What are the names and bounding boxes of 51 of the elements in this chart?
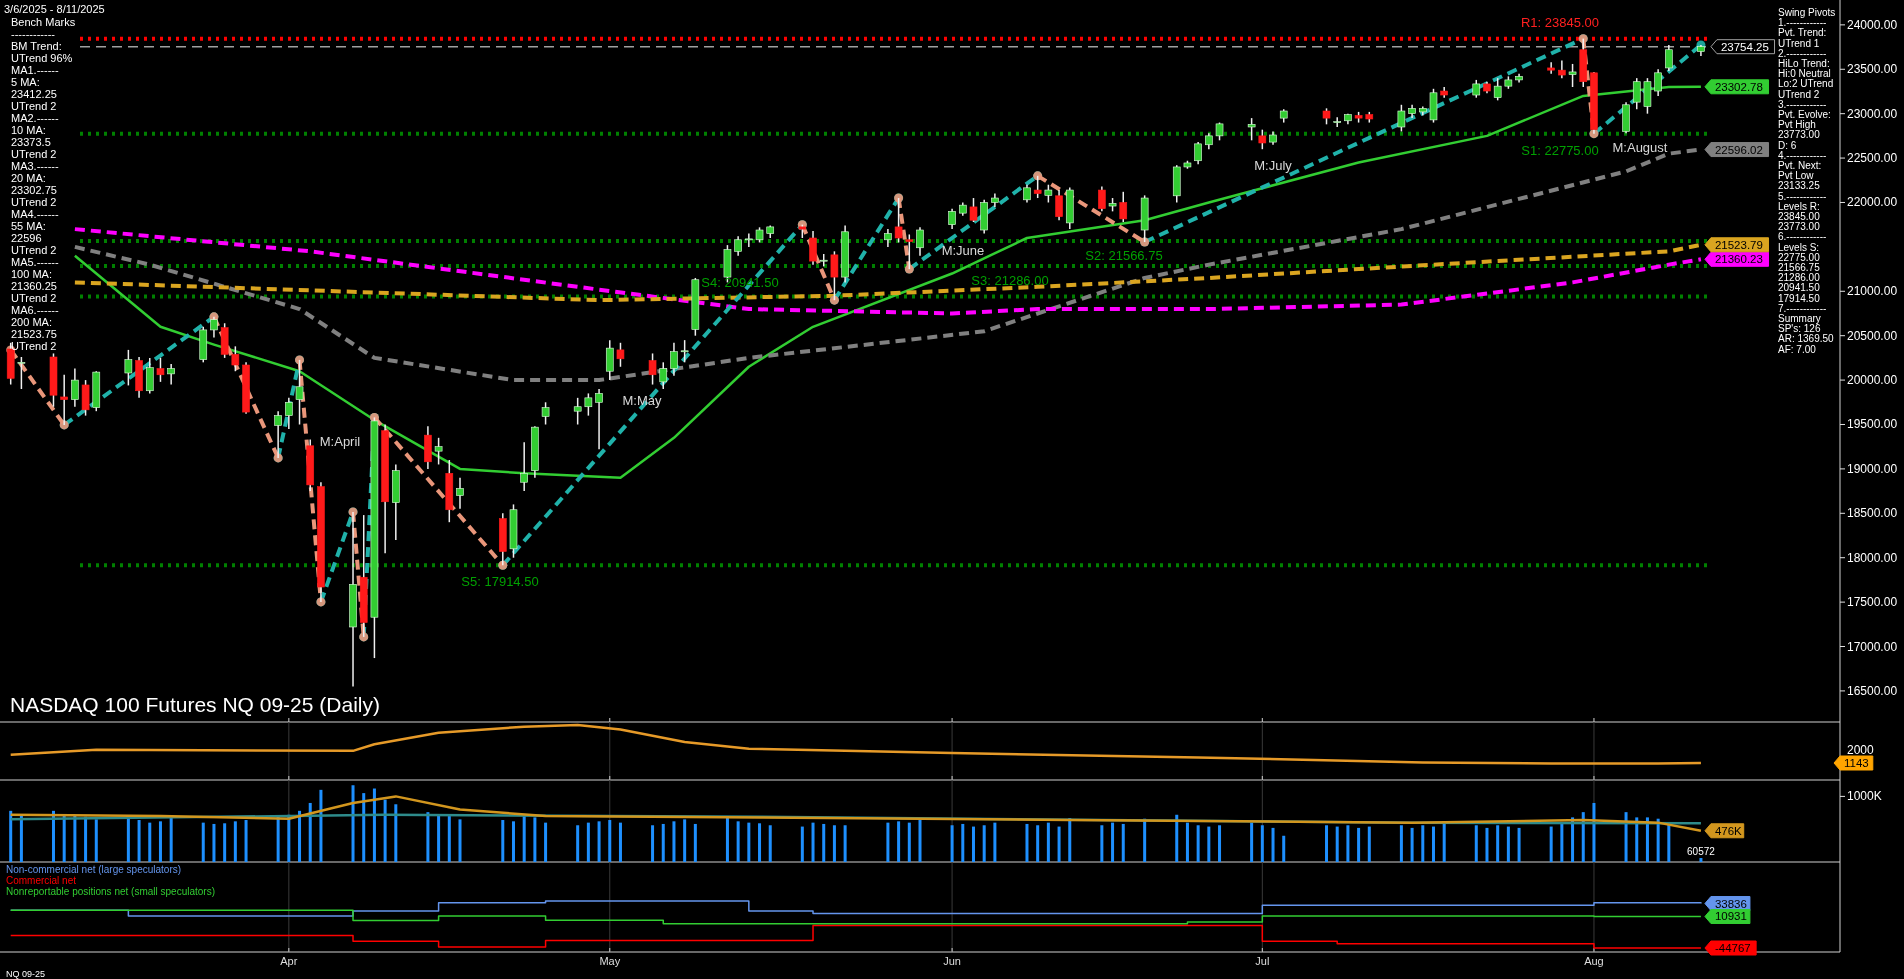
text: Commercial net	[6, 875, 77, 886]
data-label: 476K	[1714, 824, 1743, 837]
y-tick-label: 1000K	[1847, 789, 1882, 804]
text: NQ 09-25	[6, 969, 46, 979]
data-label: 60572	[1687, 846, 1716, 858]
y-tick-label: 20500.00	[1847, 328, 1898, 343]
annotation: M:June	[941, 242, 985, 258]
ref-line-label: 23754.25	[1720, 40, 1769, 53]
annotation: R1: 23845.00	[1520, 14, 1600, 30]
data-label: 21360.23	[1714, 253, 1763, 266]
data-label: 10931	[1714, 910, 1747, 923]
data-label: -44767	[1714, 942, 1751, 954]
annotation: S3: 21286.00	[971, 272, 1049, 288]
text: Swing Pivots 1.------------ Pvt. Trend: UTrend 1 2.------------ HiLo Trend: Hi:0 Neutral Lo:2 UTrend UTrend 2 3.------------ Pvt. Evolve: Pvt High 23773.00 D: 6 4.------------ Pvt. Next: Pvt Low 23133.25 5.------------ Levels R: 23845.00 23773.00 6.------------ Levels S: 22775.00 21566.75 21286.00 20941.50 17914.50 7.------------ Summary SP's: 126 AR: 1369.50 AF: 7.00	[1778, 7, 1836, 355]
y-tick-label: 17500.00	[1847, 595, 1898, 610]
y-tick-label: 22500.00	[1847, 151, 1898, 166]
x-tick-label: May	[599, 955, 621, 967]
annotation: S1: 22775.00	[1521, 142, 1599, 158]
data-label: 22596.02	[1714, 143, 1763, 156]
series-label: Nonreportable positions net (small speculators)	[6, 886, 215, 897]
data-label: 21523.79	[1714, 238, 1763, 251]
y-tick-label: 24000.00	[1847, 17, 1898, 32]
y-tick-label: 22000.00	[1847, 195, 1898, 210]
y-tick-label: 16500.00	[1847, 683, 1898, 698]
data-label: 23302.78	[1714, 80, 1763, 93]
text: 2000	[1847, 743, 1875, 757]
x-tick-label: Jun	[943, 955, 961, 967]
text: NASDAQ 100 Futures NQ 09-25 (Daily)	[10, 693, 380, 716]
annotation: S5: 17914.50	[461, 573, 539, 589]
data-label: 33836	[1714, 897, 1747, 910]
x-tick-label: Jul	[1255, 955, 1270, 967]
x-tick-label: Aug	[1584, 955, 1604, 967]
y-tick-label: 19000.00	[1847, 461, 1898, 476]
text: 1143	[1844, 757, 1869, 769]
annotation: M:August	[1612, 139, 1668, 155]
y-tick-label: 23000.00	[1847, 106, 1898, 121]
y-tick-label: 20000.00	[1847, 373, 1898, 388]
y-tick-label: 18500.00	[1847, 506, 1898, 521]
y-tick-label: 19500.00	[1847, 417, 1898, 432]
y-tick-label: 18000.00	[1847, 550, 1898, 565]
annotation: M:April	[319, 433, 361, 449]
y-tick-label: 21000.00	[1847, 284, 1898, 299]
annotation: M:May	[622, 392, 662, 408]
chart-subtitle: 3/6/2025 - 8/11/2025	[4, 3, 105, 15]
text: Non-commercial net (large speculators)	[6, 864, 182, 875]
annotation: S2: 21566.75	[1085, 247, 1163, 263]
y-tick-label: 17000.00	[1847, 639, 1898, 654]
annotation: M:July	[1254, 157, 1293, 173]
text: Bench Marks ------------ BM Trend: UTrend 96% MA1.------ 5 MA: 23412.25 UTrend 2 MA2.------ 10 MA: 23373.5 UTrend 2 MA3.------ 20 MA: 23302.75 UTrend 2 MA4.------ 55 MA: 22596 UTrend 2 MA5.------ 100 MA: 21360.25 UTrend 2 MA6.------ 200 MA: 21523.75 UTrend 2	[11, 16, 76, 352]
y-tick-label: 23500.00	[1847, 62, 1898, 77]
x-tick-label: Apr	[280, 955, 298, 967]
